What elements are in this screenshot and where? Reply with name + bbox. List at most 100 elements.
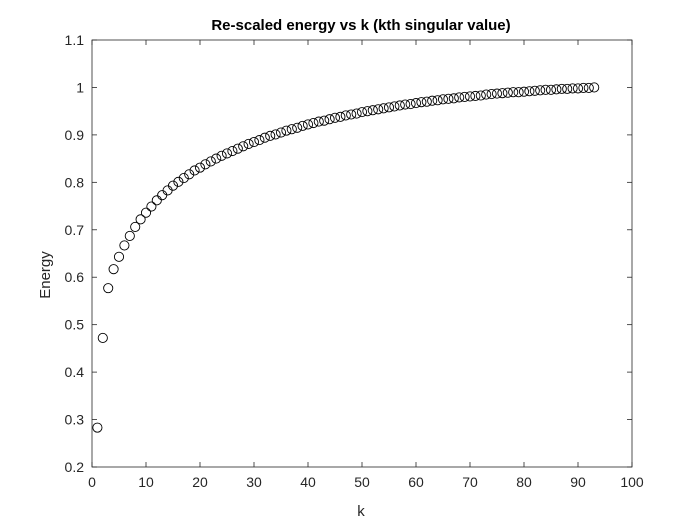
x-tick-label: 90: [570, 474, 586, 490]
data-point: [540, 84, 551, 95]
y-tick-label: 0.9: [65, 127, 85, 143]
data-point: [211, 153, 222, 164]
y-tick-label: 0.6: [65, 269, 85, 285]
data-point: [470, 90, 481, 102]
y-tick-label: 0.3: [65, 412, 85, 428]
data-point: [140, 207, 152, 218]
y-tick-label: 0.8: [65, 174, 85, 190]
data-point: [232, 143, 243, 154]
data-point: [421, 96, 432, 107]
data-point: [513, 87, 524, 98]
data-point: [491, 88, 503, 99]
data-point: [481, 89, 492, 100]
data-point: [367, 105, 378, 116]
data-point: [108, 264, 119, 275]
data-point: [578, 82, 589, 93]
data-point: [119, 240, 130, 251]
data-point: [464, 91, 476, 102]
data-point: [103, 283, 114, 294]
data-point: [286, 124, 297, 135]
data-point: [292, 122, 303, 133]
data-point: [567, 83, 578, 94]
data-point: [394, 100, 405, 111]
data-point: [130, 221, 141, 232]
data-point: [529, 85, 540, 96]
data-point: [497, 88, 508, 99]
plot-frame: [91, 39, 633, 468]
data-point: [448, 93, 459, 104]
plot-area: [92, 40, 632, 467]
x-tick-label: 20: [192, 474, 208, 490]
x-axis-ticks: 0 10 20 30 40 50 60 70 80 90 100: [88, 40, 644, 490]
data-point: [97, 332, 108, 344]
data-point: [400, 99, 411, 110]
data-point: [178, 173, 189, 184]
data-point: [92, 422, 103, 433]
data-point: [189, 165, 200, 176]
data-point: [583, 82, 594, 93]
data-point: [265, 130, 276, 141]
data-point: [275, 127, 287, 138]
data-points: [92, 82, 600, 433]
y-tick-label: 0.7: [65, 222, 85, 238]
data-point: [562, 83, 573, 94]
data-point: [113, 251, 125, 262]
data-point: [373, 104, 384, 115]
y-tick-label: 0.4: [65, 364, 85, 380]
data-point: [589, 82, 600, 93]
data-point: [356, 107, 368, 118]
data-point: [572, 83, 584, 94]
data-point: [173, 176, 184, 187]
x-tick-label: 100: [620, 474, 644, 490]
data-point: [346, 109, 357, 120]
data-point: [432, 95, 443, 106]
data-point: [151, 195, 162, 206]
data-point: [416, 97, 427, 108]
data-point: [443, 93, 454, 104]
x-tick-label: 60: [408, 474, 424, 490]
data-point: [243, 138, 254, 149]
data-point: [556, 83, 567, 94]
data-point: [351, 108, 362, 119]
y-tick-label: 0.5: [65, 317, 85, 333]
data-point: [167, 180, 179, 191]
data-point: [184, 169, 195, 180]
data-point: [319, 115, 330, 126]
data-point: [259, 132, 270, 143]
data-point: [248, 136, 260, 148]
data-point: [535, 85, 546, 96]
data-point: [410, 98, 422, 109]
x-tick-label: 10: [138, 474, 154, 490]
data-point: [508, 87, 519, 98]
data-point: [227, 145, 238, 157]
data-point: [389, 101, 400, 112]
data-point: [146, 201, 157, 212]
data-point: [329, 112, 341, 123]
data-point: [405, 99, 416, 110]
y-tick-label: 0.2: [65, 459, 85, 475]
data-point: [281, 125, 292, 136]
x-axis-label: k: [357, 503, 365, 520]
y-axis-label: Energy: [37, 251, 54, 299]
data-point: [551, 84, 562, 95]
data-point: [335, 111, 346, 122]
x-tick-label: 70: [462, 474, 478, 490]
data-point: [124, 230, 135, 241]
data-point: [340, 110, 351, 121]
y-tick-label: 1: [76, 79, 84, 95]
data-point: [378, 103, 389, 114]
data-point: [427, 95, 438, 106]
data-point: [362, 106, 373, 117]
data-point: [502, 87, 513, 98]
chart-title: Re-scaled energy vs k (kth singular valu…: [211, 17, 510, 34]
data-point: [518, 86, 530, 97]
y-tick-label: 1.1: [65, 32, 85, 48]
data-point: [313, 116, 324, 127]
data-point: [194, 162, 206, 173]
data-point: [270, 129, 281, 140]
data-point: [524, 86, 535, 97]
data-point: [486, 89, 497, 100]
data-point: [437, 94, 449, 105]
data-point: [302, 119, 314, 130]
